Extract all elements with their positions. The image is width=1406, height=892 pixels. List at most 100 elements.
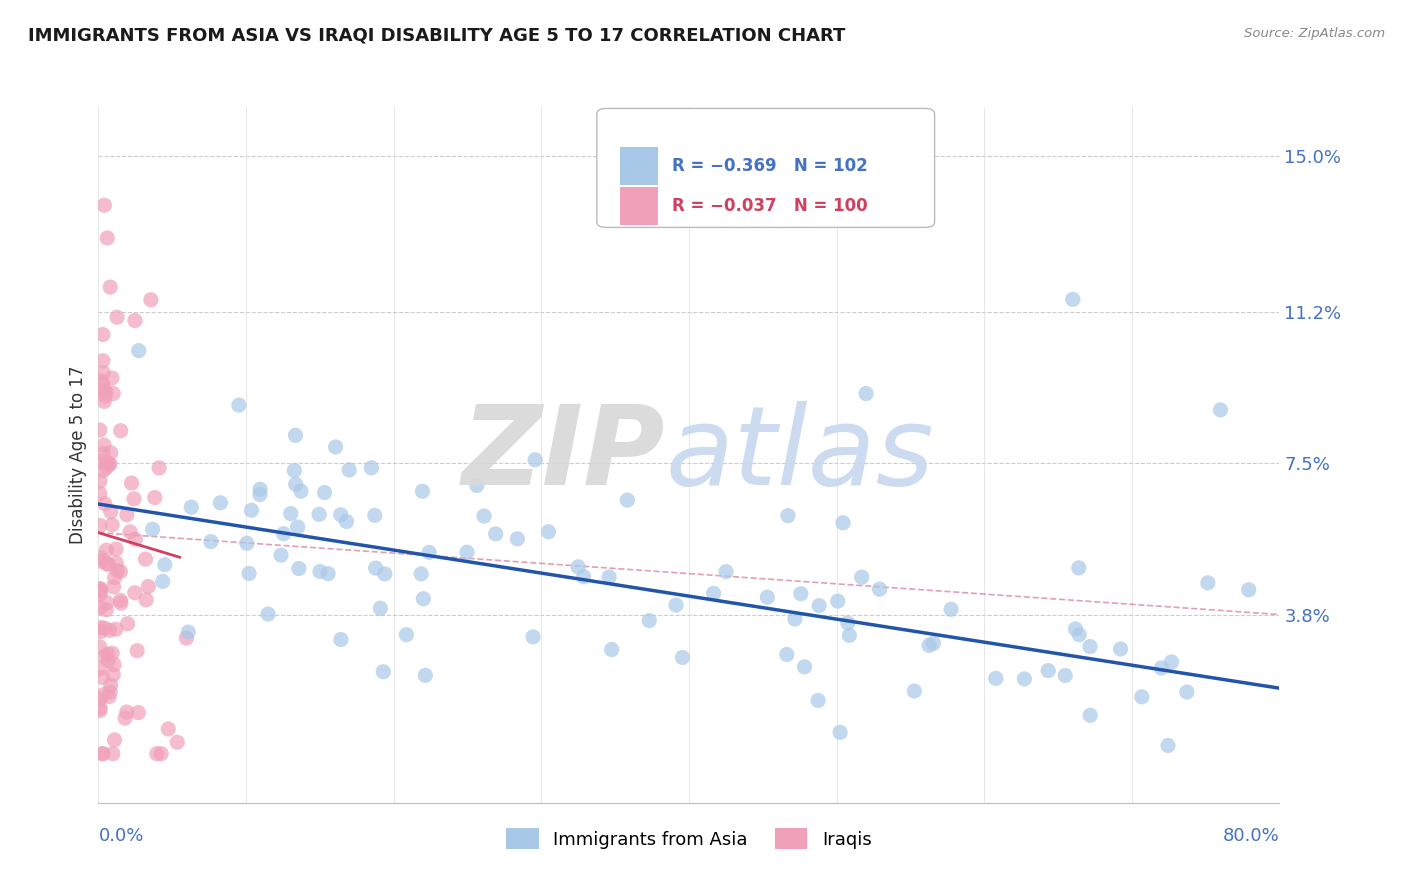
Immigrants from Asia <box>284 477 307 491</box>
Immigrants from Asia <box>329 508 352 522</box>
Iraqis <box>100 505 122 519</box>
Immigrants from Asia <box>776 648 799 662</box>
Immigrants from Asia <box>903 684 925 698</box>
Immigrants from Asia <box>418 545 440 559</box>
Iraqis <box>101 747 124 761</box>
Immigrants from Asia <box>413 668 436 682</box>
Iraqis <box>105 556 128 570</box>
Immigrants from Asia <box>783 612 806 626</box>
Immigrants from Asia <box>1062 293 1084 307</box>
Immigrants from Asia <box>142 522 165 536</box>
Immigrants from Asia <box>827 594 849 608</box>
Immigrants from Asia <box>152 574 174 589</box>
Immigrants from Asia <box>1175 685 1198 699</box>
Immigrants from Asia <box>703 586 725 600</box>
Iraqis <box>124 313 146 327</box>
Immigrants from Asia <box>374 566 396 581</box>
Immigrants from Asia <box>1197 575 1219 590</box>
Iraqis <box>100 678 122 692</box>
Iraqis <box>110 593 132 607</box>
Immigrants from Asia <box>290 484 312 499</box>
Text: Source: ZipAtlas.com: Source: ZipAtlas.com <box>1244 27 1385 40</box>
Immigrants from Asia <box>1038 664 1060 678</box>
Immigrants from Asia <box>200 534 222 549</box>
Iraqis <box>89 582 111 596</box>
Iraqis <box>150 747 173 761</box>
Immigrants from Asia <box>270 548 292 562</box>
Iraqis <box>122 491 145 506</box>
Iraqis <box>89 620 111 634</box>
Iraqis <box>98 624 121 638</box>
Iraqis <box>97 647 120 661</box>
Iraqis <box>157 722 180 736</box>
Text: R = −0.037   N = 100: R = −0.037 N = 100 <box>672 196 868 215</box>
Iraqis <box>91 446 114 460</box>
Immigrants from Asia <box>1067 561 1090 575</box>
Iraqis <box>89 691 111 706</box>
Iraqis <box>135 592 157 607</box>
Immigrants from Asia <box>638 614 661 628</box>
Iraqis <box>96 460 118 475</box>
Immigrants from Asia <box>308 508 330 522</box>
Immigrants from Asia <box>776 508 799 523</box>
Immigrants from Asia <box>465 478 488 492</box>
Iraqis <box>103 386 125 401</box>
Immigrants from Asia <box>1157 739 1180 753</box>
Immigrants from Asia <box>1078 640 1101 654</box>
Immigrants from Asia <box>456 545 478 559</box>
Immigrants from Asia <box>228 398 250 412</box>
Immigrants from Asia <box>412 591 434 606</box>
Immigrants from Asia <box>1150 661 1173 675</box>
Immigrants from Asia <box>522 630 544 644</box>
Iraqis <box>110 596 132 610</box>
Iraqis <box>139 293 162 307</box>
Iraqis <box>90 584 112 599</box>
Iraqis <box>121 476 143 491</box>
Immigrants from Asia <box>1069 628 1091 642</box>
Iraqis <box>105 542 128 557</box>
Immigrants from Asia <box>395 628 418 642</box>
Immigrants from Asia <box>984 672 1007 686</box>
Immigrants from Asia <box>238 566 260 581</box>
Immigrants from Asia <box>257 607 280 621</box>
Immigrants from Asia <box>153 558 176 572</box>
Iraqis <box>93 621 115 635</box>
Text: R = −0.369   N = 102: R = −0.369 N = 102 <box>672 157 868 175</box>
Immigrants from Asia <box>284 428 307 442</box>
Iraqis <box>103 580 125 594</box>
Immigrants from Asia <box>837 615 859 630</box>
Iraqis <box>127 644 149 658</box>
Iraqis <box>91 688 114 702</box>
Immigrants from Asia <box>273 526 295 541</box>
Immigrants from Asia <box>855 386 877 401</box>
Iraqis <box>89 587 111 601</box>
Immigrants from Asia <box>1130 690 1153 704</box>
Immigrants from Asia <box>236 536 259 550</box>
Immigrants from Asia <box>240 503 263 517</box>
Immigrants from Asia <box>567 560 589 574</box>
Immigrants from Asia <box>665 598 688 612</box>
Iraqis <box>91 376 114 391</box>
Immigrants from Asia <box>506 532 529 546</box>
Immigrants from Asia <box>249 487 271 501</box>
Iraqis <box>124 533 146 547</box>
Iraqis <box>100 446 122 460</box>
Immigrants from Asia <box>288 561 311 575</box>
Iraqis <box>97 654 120 668</box>
Immigrants from Asia <box>373 665 395 679</box>
Iraqis <box>93 649 115 664</box>
Iraqis <box>91 747 114 761</box>
Iraqis <box>107 564 129 578</box>
Iraqis <box>93 394 115 409</box>
Iraqis <box>89 703 111 717</box>
Immigrants from Asia <box>280 507 302 521</box>
Iraqis <box>89 582 111 596</box>
Iraqis <box>89 423 111 437</box>
Iraqis <box>89 486 111 500</box>
Text: ZIP: ZIP <box>461 401 665 508</box>
Iraqis <box>115 705 138 719</box>
Iraqis <box>96 456 118 470</box>
Iraqis <box>91 747 114 761</box>
Immigrants from Asia <box>287 520 309 534</box>
Iraqis <box>94 384 117 398</box>
